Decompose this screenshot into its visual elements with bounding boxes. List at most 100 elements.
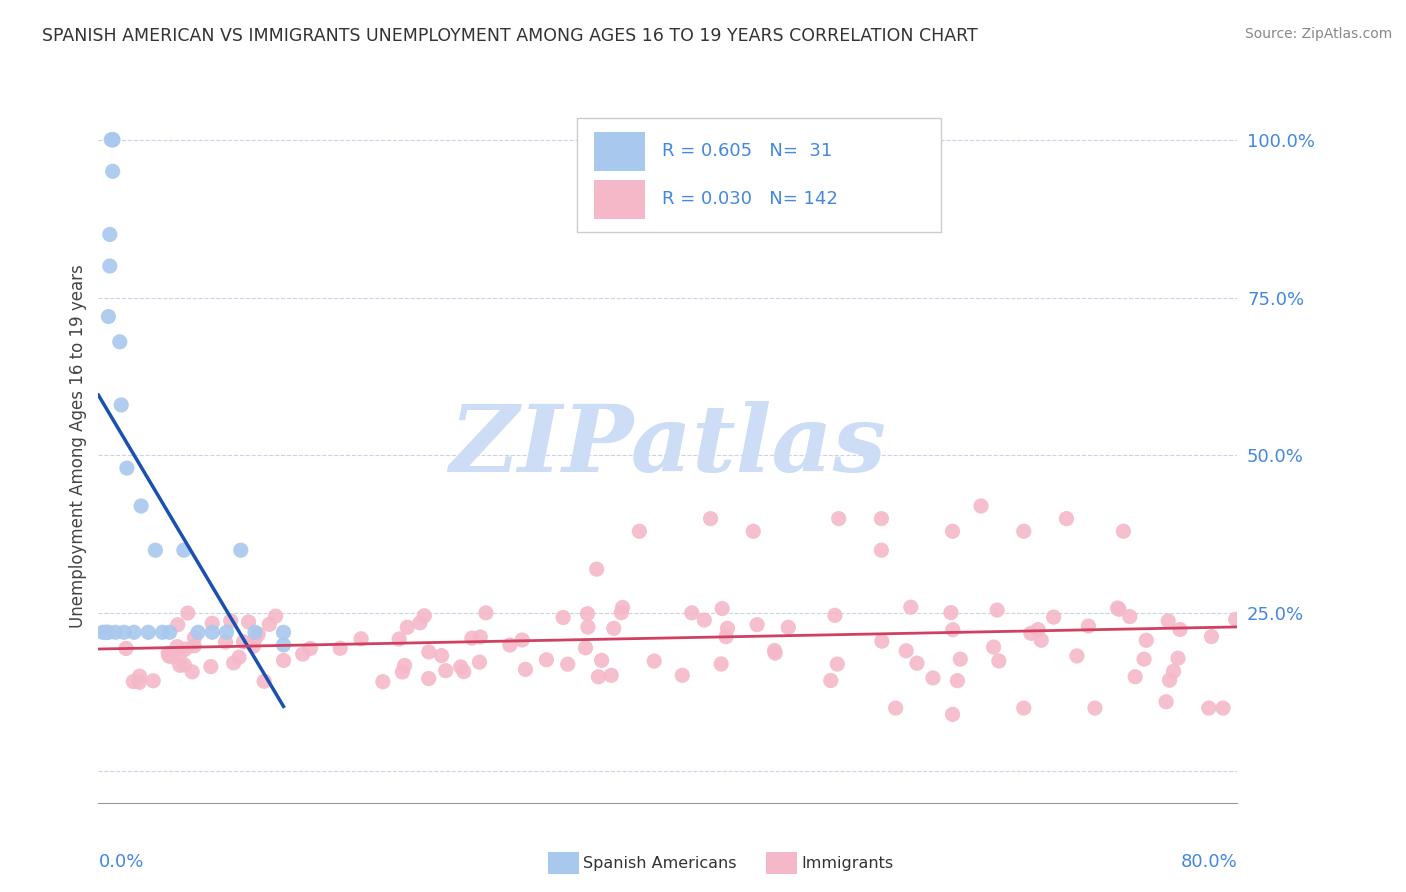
Point [1012, 524, 1035, 539]
Point [450, 660, 472, 674]
Point [884, 701, 907, 715]
Point [170, 645, 193, 659]
Point [716, 621, 738, 635]
Point [391, 665, 413, 679]
Point [247, 627, 270, 641]
Text: 0.0%: 0.0% [98, 853, 143, 871]
Text: ZIPatlas: ZIPatlas [450, 401, 886, 491]
Point [200, 659, 222, 673]
Point [1112, 524, 1135, 539]
Point [1159, 673, 1181, 688]
Point [711, 601, 734, 615]
Point [413, 608, 436, 623]
Point [987, 654, 1010, 668]
Point [434, 664, 457, 678]
Point [827, 657, 849, 671]
Point [612, 600, 634, 615]
Point [115, 641, 138, 656]
Point [273, 638, 295, 652]
Point [418, 645, 440, 659]
Point [1119, 609, 1142, 624]
Text: R = 0.605   N=  31: R = 0.605 N= 31 [662, 143, 832, 161]
Point [243, 625, 266, 640]
Point [1163, 665, 1185, 679]
Point [273, 653, 295, 667]
Point [101, 133, 124, 147]
Point [1198, 701, 1220, 715]
Point [259, 617, 281, 632]
Point [152, 625, 174, 640]
Point [97, 625, 120, 640]
Text: R = 0.030   N= 142: R = 0.030 N= 142 [662, 190, 838, 208]
Point [468, 655, 491, 669]
Point [159, 625, 181, 640]
Point [643, 654, 665, 668]
Point [942, 524, 965, 539]
Point [576, 620, 599, 634]
Point [585, 562, 607, 576]
Point [470, 630, 492, 644]
Point [588, 670, 610, 684]
Point [173, 543, 195, 558]
Point [173, 658, 195, 673]
Point [905, 656, 928, 670]
Point [557, 657, 579, 672]
Point [101, 133, 124, 147]
Point [1077, 619, 1099, 633]
Point [299, 641, 322, 656]
Point [986, 603, 1008, 617]
Point [763, 646, 786, 660]
Point [115, 461, 138, 475]
Point [1031, 633, 1053, 648]
Point [693, 613, 716, 627]
Text: Source: ZipAtlas.com: Source: ZipAtlas.com [1244, 27, 1392, 41]
Point [157, 646, 180, 660]
Point [870, 511, 893, 525]
Text: Spanish Americans: Spanish Americans [583, 856, 737, 871]
Point [174, 642, 197, 657]
Point [600, 668, 623, 682]
Point [94, 625, 117, 640]
Point [396, 620, 419, 634]
Point [242, 639, 264, 653]
Point [145, 543, 167, 558]
Point [201, 616, 224, 631]
Point [942, 623, 965, 637]
Point [1107, 601, 1129, 615]
Point [98, 259, 121, 273]
Point [939, 606, 962, 620]
Point [576, 607, 599, 621]
Point [699, 511, 721, 525]
Point [222, 656, 245, 670]
Point [329, 641, 352, 656]
Point [900, 600, 922, 615]
Point [1133, 652, 1156, 666]
Point [745, 617, 768, 632]
Point [742, 524, 765, 539]
Point [461, 631, 484, 645]
Point [628, 524, 651, 539]
Point [1154, 695, 1177, 709]
Point [291, 647, 314, 661]
Point [510, 632, 533, 647]
Point [409, 615, 432, 630]
Point [1167, 651, 1189, 665]
FancyBboxPatch shape [593, 180, 645, 219]
Point [536, 653, 558, 667]
Point [350, 632, 373, 646]
Point [128, 675, 150, 690]
Point [1212, 701, 1234, 715]
Point [828, 511, 851, 525]
Point [273, 625, 295, 640]
Point [232, 634, 254, 648]
Point [714, 630, 737, 644]
Point [264, 609, 287, 624]
Point [820, 673, 842, 688]
Point [162, 649, 184, 664]
Point [983, 640, 1005, 654]
Point [166, 640, 188, 654]
FancyBboxPatch shape [576, 118, 941, 232]
Point [215, 625, 238, 640]
Text: SPANISH AMERICAN VS IMMIGRANTS UNEMPLOYMENT AMONG AGES 16 TO 19 YEARS CORRELATIO: SPANISH AMERICAN VS IMMIGRANTS UNEMPLOYM… [42, 27, 979, 45]
Point [229, 543, 252, 558]
